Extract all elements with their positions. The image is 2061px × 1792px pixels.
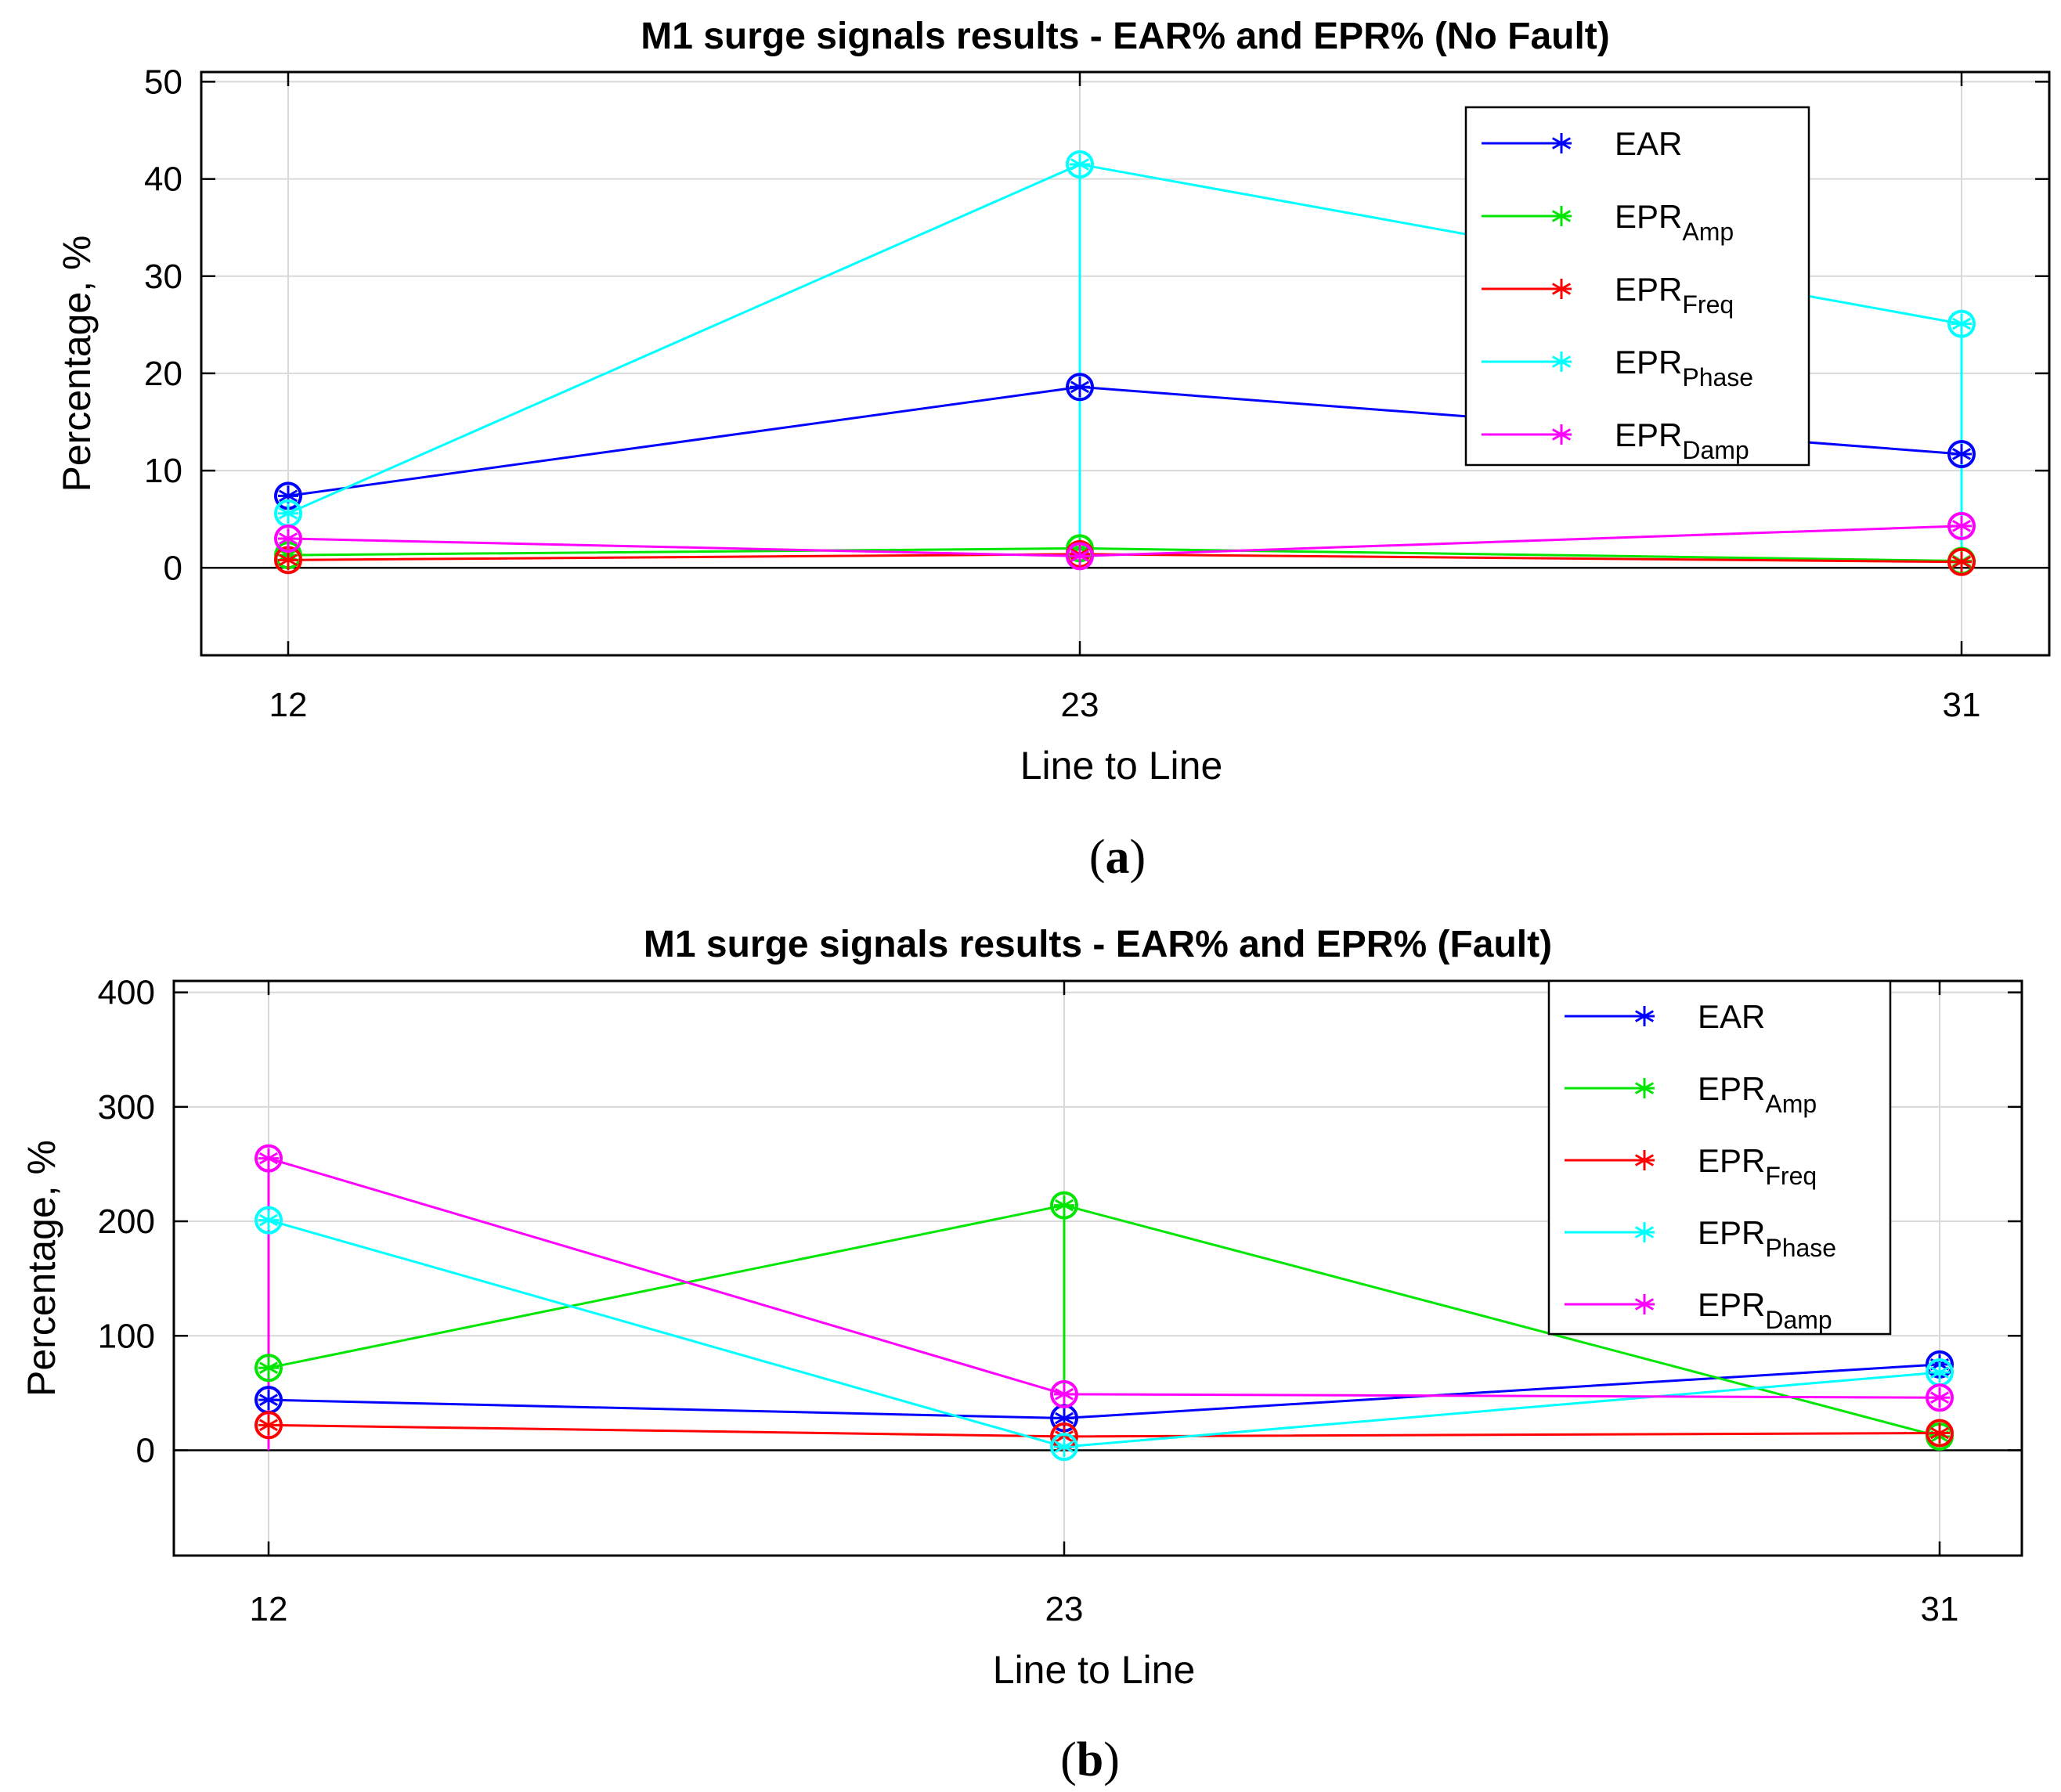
data-point-epr-freq: [1926, 1419, 1954, 1448]
legend-item-epr-damp: EPRDamp: [1482, 416, 1749, 464]
legend-label: EPRPhase: [1698, 1214, 1836, 1262]
legend: EAR EPRAmp EPRFreq EPRPhase EPRDamp: [1547, 979, 1892, 1336]
data-point-epr-amp: [1050, 1191, 1078, 1220]
legend-item-epr-amp: EPRAmp: [1565, 1070, 1817, 1118]
x-tick-label: 12: [250, 1590, 288, 1628]
y-tick-label: 40: [144, 160, 182, 199]
x-tick-label: 23: [1045, 1590, 1084, 1628]
x-tick-label: 23: [1061, 686, 1099, 724]
x-axis-label: Line to Line: [1020, 744, 1223, 788]
marker-circle: [1050, 1379, 1078, 1408]
legend: EAR EPRAmp EPRFreq EPRPhase EPRDamp: [1464, 106, 1810, 467]
series-line-ear: [268, 1363, 1940, 1420]
series-line-epr-damp: [287, 525, 1962, 557]
marker-circle: [274, 525, 302, 553]
y-tick-label: 100: [98, 1317, 155, 1355]
data-point-epr-phase: [274, 499, 302, 528]
y-tick-label: 200: [98, 1202, 155, 1241]
legend-label: EPRDamp: [1698, 1286, 1832, 1334]
marker-circle: [1926, 1419, 1954, 1448]
data-point-epr-damp: [1050, 1379, 1078, 1408]
y-tick-label: 0: [164, 549, 182, 587]
legend-box: [1464, 106, 1810, 467]
data-point-epr-phase: [254, 1206, 283, 1235]
legend-item-ear: EAR: [1482, 125, 1682, 162]
marker-circle: [254, 1144, 283, 1173]
marker-circle: [1947, 309, 1976, 338]
data-point-epr-freq: [1947, 547, 1976, 576]
data-point-epr-phase: [1926, 1358, 1954, 1387]
marker-circle: [1926, 1383, 1954, 1412]
data-point-epr-damp: [1947, 511, 1976, 540]
legend-label: EAR: [1615, 125, 1682, 162]
marker-circle: [1050, 1433, 1078, 1462]
chart-title: M1 surge signals results - EAR% and EPR%…: [644, 924, 1552, 965]
chart-panel-b: 0 100 200 300 400 12 23 31 M1 surge signals resu…: [20, 924, 2023, 1787]
data-point-epr-amp: [254, 1354, 283, 1383]
x-axis-label: Line to Line: [993, 1648, 1196, 1692]
y-tick-label: 20: [144, 355, 182, 393]
legend-box: [1547, 979, 1892, 1336]
legend-label: EPRDamp: [1615, 416, 1749, 464]
chart-title: M1 surge signals results - EAR% and EPR%…: [641, 16, 1610, 57]
data-point-epr-damp: [254, 1144, 283, 1173]
legend-item-epr-phase: EPRPhase: [1565, 1214, 1836, 1262]
axes-box: [200, 70, 2051, 657]
y-tick-label: 0: [136, 1431, 155, 1469]
legend-label: EPRFreq: [1698, 1142, 1817, 1190]
marker-circle: [1066, 542, 1094, 571]
data-point-ear: [1947, 439, 1976, 468]
data-point-epr-phase: [1947, 309, 1976, 338]
marker-circle: [1066, 150, 1094, 178]
legend-item-epr-freq: EPRFreq: [1482, 271, 1734, 319]
marker-circle: [1947, 439, 1976, 468]
data-point-epr-phase: [1050, 1433, 1078, 1462]
data-point-epr-damp: [1066, 542, 1094, 571]
x-tick-label: 31: [1921, 1590, 1959, 1628]
chart-panel-a: 0 10 20 30 40 50 12 23 31 M1 surge signals result…: [55, 16, 2051, 884]
marker-circle: [1066, 373, 1094, 402]
y-axis-label: Percentage, %: [20, 1140, 63, 1397]
marker-circle: [1947, 547, 1976, 576]
legend-label: EPRAmp: [1698, 1070, 1817, 1118]
panel-label: (b): [1060, 1733, 1120, 1787]
data-point-epr-freq: [254, 1411, 283, 1440]
data-point-epr-phase: [1066, 150, 1094, 178]
y-tick-label: 30: [144, 258, 182, 296]
y-tick-label: 400: [98, 974, 155, 1012]
axes-box: [172, 979, 2023, 1557]
legend-item-epr-damp: EPRDamp: [1565, 1286, 1832, 1334]
legend-label: EPRPhase: [1615, 344, 1753, 391]
legend-item-epr-phase: EPRPhase: [1482, 344, 1753, 391]
y-tick-label: 300: [98, 1088, 155, 1127]
legend-label: EPRFreq: [1615, 271, 1734, 319]
y-axis-label: Percentage, %: [55, 236, 99, 492]
y-tick-label: 50: [144, 63, 182, 101]
marker-circle: [1050, 1191, 1078, 1220]
marker-circle: [1947, 511, 1976, 540]
series-line-epr-freq: [268, 1423, 1940, 1438]
x-tick-label: 31: [1943, 686, 1981, 724]
y-tick-label: 10: [144, 452, 182, 490]
data-point-epr-damp: [1926, 1383, 1954, 1412]
data-point-epr-damp: [274, 525, 302, 553]
legend-item-ear: EAR: [1565, 998, 1765, 1035]
x-tick-label: 12: [269, 686, 308, 724]
marker-circle: [254, 1354, 283, 1383]
marker-circle: [254, 1206, 283, 1235]
marker-circle: [254, 1411, 283, 1440]
legend-item-epr-amp: EPRAmp: [1482, 198, 1734, 246]
data-point-ear: [254, 1386, 283, 1415]
data-point-ear: [1066, 373, 1094, 402]
legend-label: EAR: [1698, 998, 1765, 1035]
legend-label: EPRAmp: [1615, 198, 1734, 246]
panel-label: (a): [1089, 831, 1146, 884]
legend-item-epr-freq: EPRFreq: [1565, 1142, 1817, 1190]
